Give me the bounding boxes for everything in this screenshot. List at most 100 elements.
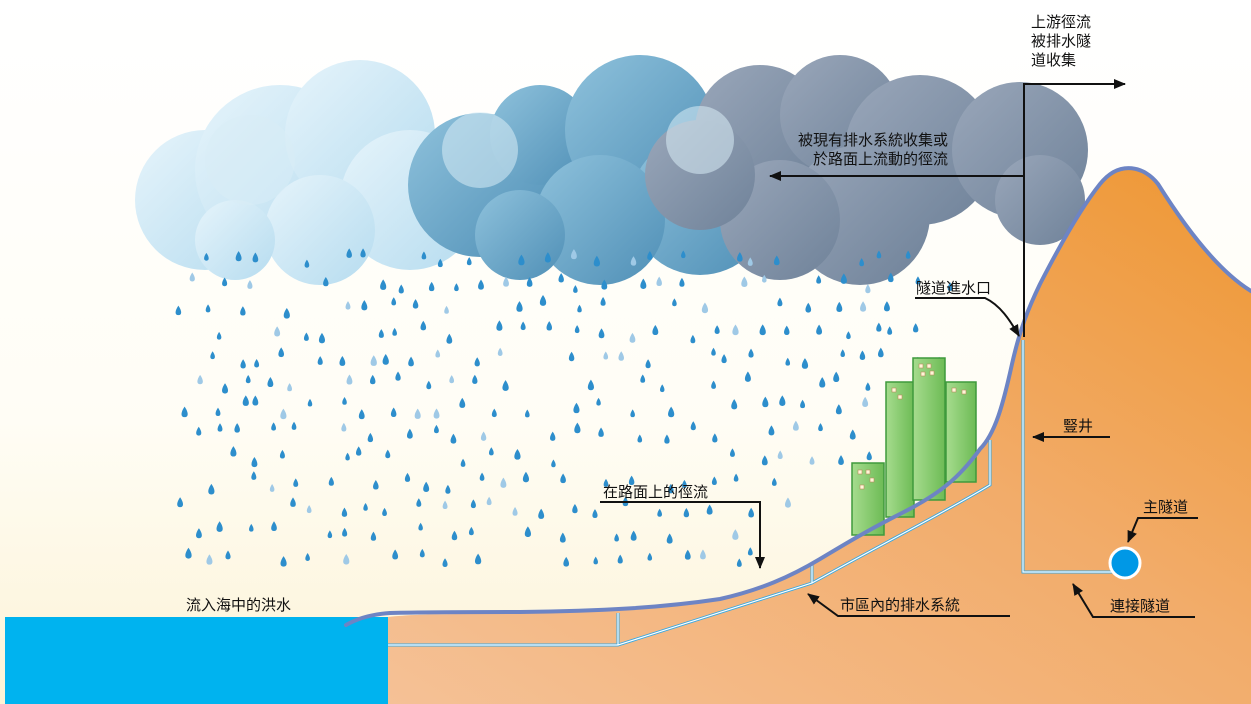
rain-drop — [406, 428, 413, 439]
sea-flow-label: 流入海中的洪水 — [186, 596, 292, 614]
rain-drop — [759, 324, 766, 336]
rain-drop — [382, 353, 389, 365]
rain-drop — [887, 326, 893, 335]
rain-drop — [712, 433, 718, 443]
rain-drop — [293, 478, 299, 487]
rain-drop — [466, 257, 472, 266]
shaft-label: 豎井 — [1063, 417, 1094, 435]
rain-drop — [732, 529, 739, 540]
rain-drop — [252, 395, 259, 406]
rain-drop — [762, 274, 767, 283]
rain-drop — [656, 276, 662, 287]
rain-drop — [451, 530, 458, 541]
storm-clouds — [135, 55, 1088, 285]
rain-drop — [721, 354, 727, 364]
rain-drop — [731, 399, 738, 410]
rain-drop — [392, 327, 397, 336]
rain-drop — [568, 351, 575, 362]
rain-drop — [189, 272, 195, 282]
rain-drop — [614, 533, 619, 542]
rain-drop — [768, 425, 775, 436]
rain-drop — [470, 499, 476, 509]
rain-drop — [690, 334, 696, 344]
rain-drop — [280, 556, 287, 567]
main-tunnel-label: 主隧道 — [1143, 498, 1189, 516]
rain-drop — [574, 325, 580, 334]
drainage-pipes-inner — [388, 340, 1118, 646]
rain-drop — [503, 276, 509, 287]
rain-drop — [544, 252, 551, 263]
rain-drop — [486, 496, 492, 506]
rain-drop — [593, 255, 600, 267]
rain-drop — [369, 374, 376, 385]
rain-drop — [559, 532, 566, 543]
rain-drop — [240, 306, 246, 316]
rain-drop — [572, 503, 578, 514]
urban-drainage-label: 市區內的排水系統 — [840, 596, 961, 614]
rain-drop — [574, 422, 581, 434]
rain-drop — [664, 434, 670, 444]
rain-drop — [341, 507, 348, 517]
rain-drop — [339, 356, 346, 366]
rain-drop — [385, 449, 391, 459]
rain-drop — [747, 547, 753, 556]
rain-drop — [252, 252, 259, 263]
rain-drop — [762, 396, 769, 408]
rain-drop — [251, 471, 257, 480]
rain-drop — [370, 355, 377, 366]
rain-drop — [395, 371, 401, 381]
rain-drop — [657, 508, 662, 517]
rain-drop — [287, 383, 293, 392]
rain-drop — [449, 375, 455, 384]
rain-drop — [629, 332, 636, 343]
rain-drop — [563, 556, 570, 567]
rain-drop — [444, 305, 449, 314]
rain-drop — [748, 507, 754, 518]
rain-drop — [196, 426, 202, 436]
rain-drop — [792, 420, 799, 431]
rain-drop — [367, 432, 374, 443]
rain-drop — [577, 304, 582, 313]
rain-drop — [479, 472, 485, 481]
rain-drop — [690, 421, 696, 431]
rain-drop — [423, 481, 430, 492]
arrows — [600, 79, 1198, 618]
rain-drop — [660, 384, 665, 393]
upstream-runoff-label: 上游徑流 被排水隧 道收集 — [1031, 13, 1092, 69]
rain-drop — [744, 371, 751, 382]
rain-drop — [418, 522, 423, 531]
rain-drop — [668, 406, 675, 418]
rain-drop — [208, 483, 215, 495]
rain-drop — [345, 301, 351, 310]
rain-drop — [761, 455, 768, 466]
rain-drop — [628, 475, 635, 486]
connection-tunnel-pointer — [1072, 583, 1195, 618]
rain-drop — [480, 431, 487, 441]
rain-drop — [862, 396, 869, 408]
rain-drop — [382, 507, 387, 516]
rain-drop — [883, 301, 890, 312]
rain-drop — [777, 297, 783, 307]
rain-drop — [408, 356, 414, 367]
rain-drop — [342, 396, 347, 405]
rain-drop — [701, 302, 709, 314]
rain-drop — [785, 357, 791, 366]
rain-drop — [836, 301, 843, 313]
rain-drop — [805, 302, 812, 313]
rain-drop — [637, 434, 643, 443]
rain-drop — [346, 248, 352, 258]
rain-drop — [249, 523, 254, 532]
rain-drop — [736, 558, 742, 567]
rain-drop — [573, 285, 578, 293]
rain-drop — [522, 471, 530, 483]
rain-drop — [816, 324, 823, 335]
rain-drop — [496, 320, 503, 331]
rain-drop — [865, 382, 871, 391]
rain-drop — [378, 329, 384, 338]
rain-drop — [491, 408, 497, 418]
rain-drop — [596, 397, 601, 406]
rain-drop — [539, 295, 547, 306]
rain-drop — [497, 347, 503, 356]
rain-drop — [360, 248, 366, 258]
